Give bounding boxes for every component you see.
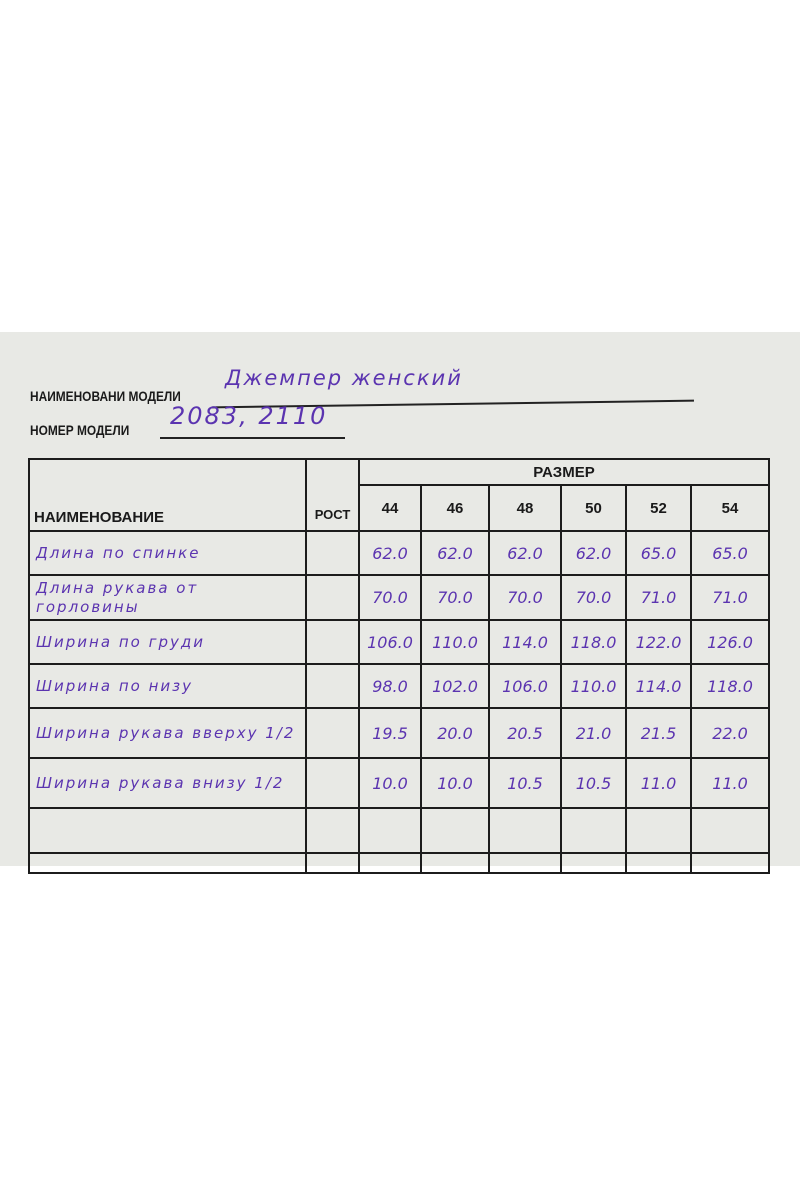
value-cell: 102.0 — [420, 663, 490, 709]
value-cell: 19.5 — [358, 707, 422, 759]
row-height-cell — [305, 530, 360, 576]
header-name-label: НАИМЕНОВАНИЕ — [34, 509, 164, 526]
row-name — [28, 852, 307, 874]
value-cell: 62.0 — [420, 530, 490, 576]
table-row — [28, 852, 770, 874]
value-cell: 70.0 — [488, 574, 562, 621]
table-row: Ширина по низу 98.0 102.0 106.0 110.0 114.0 11… — [28, 663, 770, 709]
value-cell: 11.0 — [625, 757, 692, 809]
value-cell: 114.0 — [488, 619, 562, 665]
value-cell — [420, 852, 490, 874]
table-row: Длина по спинке 62.0 62.0 62.0 62.0 65.0 65.0 — [28, 530, 770, 576]
value-cell — [690, 852, 770, 874]
value-cell — [560, 852, 627, 874]
header-size: РАЗМЕР — [358, 458, 770, 486]
row-height-cell — [305, 757, 360, 809]
value-cell: 70.0 — [420, 574, 490, 621]
value-cell: 62.0 — [488, 530, 562, 576]
value-cell: 65.0 — [690, 530, 770, 576]
header-size-label: РАЗМЕР — [533, 463, 595, 481]
value-cell: 21.5 — [625, 707, 692, 759]
value-cell: 10.5 — [488, 757, 562, 809]
value-cell: 118.0 — [690, 663, 770, 709]
value-cell: 62.0 — [358, 530, 422, 576]
table-row: Ширина рукава вверху 1/2 19.5 20.0 20.5 21.0… — [28, 707, 770, 759]
table-row — [28, 807, 770, 854]
row-name: Длина рукава от горловины — [28, 574, 307, 621]
header-height: РОСТ — [305, 458, 360, 532]
model-name-label: НАИМЕНОВАНИ МОДЕЛИ — [30, 388, 181, 404]
value-cell: 118.0 — [560, 619, 627, 665]
row-height-cell — [305, 807, 360, 854]
model-name-value: Джемпер женский — [225, 366, 463, 390]
model-number-underline — [160, 437, 345, 439]
value-cell: 11.0 — [690, 757, 770, 809]
value-cell: 20.0 — [420, 707, 490, 759]
value-cell: 126.0 — [690, 619, 770, 665]
size-header: 44 — [358, 484, 422, 532]
table-row: Ширина рукава внизу 1/2 10.0 10.0 10.5 10.5 1… — [28, 757, 770, 809]
row-height-cell — [305, 574, 360, 621]
value-cell — [625, 852, 692, 874]
row-height-cell — [305, 663, 360, 709]
value-cell: 10.0 — [420, 757, 490, 809]
value-cell: 20.5 — [488, 707, 562, 759]
value-cell: 106.0 — [488, 663, 562, 709]
value-cell: 98.0 — [358, 663, 422, 709]
model-number-value: 2083, 2110 — [170, 402, 328, 430]
size-header: 54 — [690, 484, 770, 532]
value-cell: 114.0 — [625, 663, 692, 709]
row-name — [28, 807, 307, 854]
value-cell: 21.0 — [560, 707, 627, 759]
row-name: Ширина рукава вверху 1/2 — [28, 707, 307, 759]
value-cell: 70.0 — [560, 574, 627, 621]
size-header: 48 — [488, 484, 562, 532]
value-cell: 70.0 — [358, 574, 422, 621]
row-name: Ширина по груди — [28, 619, 307, 665]
row-height-cell — [305, 852, 360, 874]
row-height-cell — [305, 619, 360, 665]
value-cell — [358, 852, 422, 874]
header-height-label: РОСТ — [314, 507, 351, 522]
row-name: Ширина рукава внизу 1/2 — [28, 757, 307, 809]
value-cell — [488, 807, 562, 854]
value-cell: 10.0 — [358, 757, 422, 809]
table-row: Длина рукава от горловины 70.0 70.0 70.0 70.… — [28, 574, 770, 621]
value-cell — [358, 807, 422, 854]
value-cell: 62.0 — [560, 530, 627, 576]
value-cell: 65.0 — [625, 530, 692, 576]
value-cell — [420, 807, 490, 854]
size-header: 52 — [625, 484, 692, 532]
size-table: НАИМЕНОВАНИЕ РОСТ РАЗМЕР 44 46 48 50 52 … — [28, 458, 770, 874]
value-cell — [690, 807, 770, 854]
value-cell: 22.0 — [690, 707, 770, 759]
value-cell: 110.0 — [420, 619, 490, 665]
row-height-cell — [305, 707, 360, 759]
table-row: Ширина по груди 106.0 110.0 114.0 118.0 122.0… — [28, 619, 770, 665]
value-cell — [560, 807, 627, 854]
value-cell — [488, 852, 562, 874]
value-cell: 110.0 — [560, 663, 627, 709]
size-header: 50 — [560, 484, 627, 532]
model-number-label: НОМЕР МОДЕЛИ — [30, 422, 130, 438]
header-name: НАИМЕНОВАНИЕ — [28, 458, 307, 532]
value-cell: 71.0 — [690, 574, 770, 621]
value-cell: 122.0 — [625, 619, 692, 665]
row-name: Длина по спинке — [28, 530, 307, 576]
value-cell: 106.0 — [358, 619, 422, 665]
table-body: Длина по спинке 62.0 62.0 62.0 62.0 65.0 65.0 Д… — [28, 530, 770, 874]
value-cell — [625, 807, 692, 854]
row-name: Ширина по низу — [28, 663, 307, 709]
value-cell: 10.5 — [560, 757, 627, 809]
value-cell: 71.0 — [625, 574, 692, 621]
size-header: 46 — [420, 484, 490, 532]
